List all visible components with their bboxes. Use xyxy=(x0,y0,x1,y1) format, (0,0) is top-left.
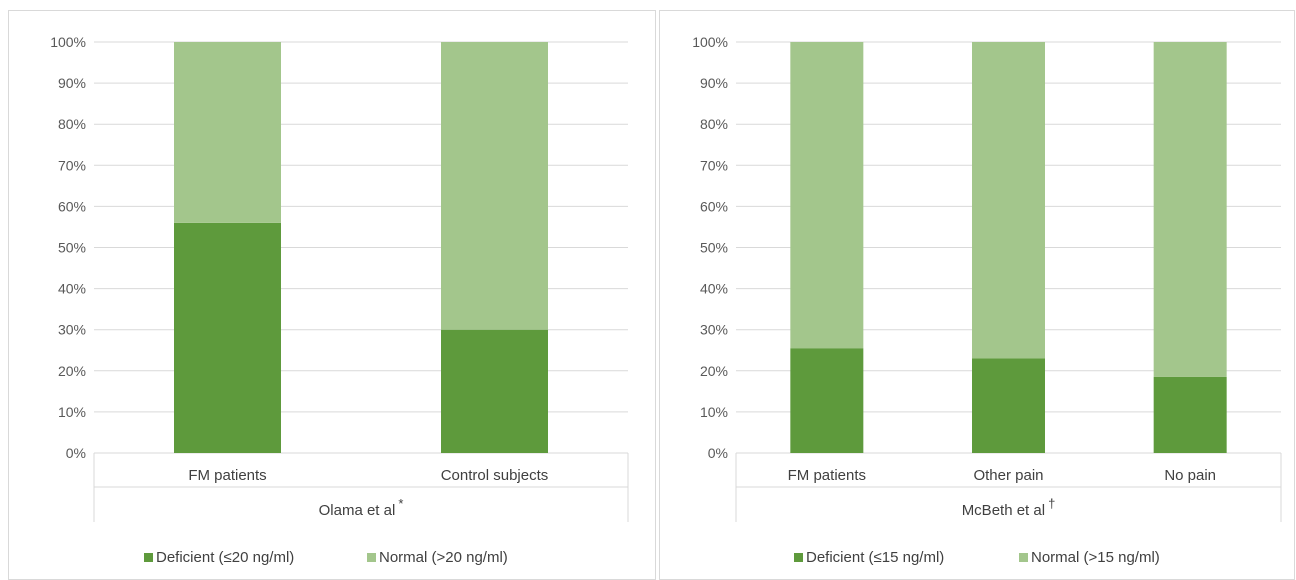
category-label: FM patients xyxy=(788,467,866,484)
y-tick-label: 20% xyxy=(58,363,86,379)
y-tick-label: 40% xyxy=(58,281,86,297)
chart-olama: 0% 10% 20% 30% 40% 50% 60% 70% 80% 90% 100% FM pati… xyxy=(50,34,629,566)
y-tick-label: 100% xyxy=(50,34,86,50)
y-tick-label: 50% xyxy=(58,240,86,256)
y-tick-label: 90% xyxy=(58,75,86,91)
bar-segment-deficient xyxy=(174,222,281,453)
y-tick-label: 20% xyxy=(700,363,728,379)
category-label: FM patients xyxy=(188,467,266,484)
group-label-marker: * xyxy=(398,496,403,511)
y-tick-label: 40% xyxy=(700,281,728,297)
legend-swatch-normal xyxy=(367,553,376,562)
y-tick-label: 60% xyxy=(58,198,86,214)
y-tick-label: 70% xyxy=(58,157,86,173)
category-label: Control subjects xyxy=(441,467,549,484)
y-tick-label: 60% xyxy=(700,198,728,214)
legend-swatch-normal xyxy=(1019,553,1028,562)
group-label: Olama et al * xyxy=(319,496,404,519)
bar-segment-deficient xyxy=(441,329,548,453)
bar-segment-normal xyxy=(1153,42,1227,377)
category-label: No pain xyxy=(1164,467,1216,484)
chart-panel-mcbeth: 0% 10% 20% 30% 40% 50% 60% 70% 80% 90% 100% FM pati… xyxy=(659,10,1295,580)
y-tick-label: 0% xyxy=(708,445,728,461)
legend-label: Normal (>20 ng/ml) xyxy=(379,549,508,566)
bar-segment-deficient xyxy=(1153,376,1227,453)
y-tick-label: 50% xyxy=(700,240,728,256)
y-tick-label: 30% xyxy=(58,322,86,338)
legend-swatch-deficient xyxy=(144,553,153,562)
y-tick-label: 80% xyxy=(700,116,728,132)
y-tick-label: 0% xyxy=(66,445,86,461)
bar-segment-normal xyxy=(174,42,281,223)
y-tick-label: 90% xyxy=(700,75,728,91)
group-label-marker: † xyxy=(1048,496,1055,511)
bar-segment-deficient xyxy=(790,348,864,453)
group-label: McBeth et al † xyxy=(962,496,1056,519)
bar-segment-normal xyxy=(441,42,548,330)
bar-segment-deficient xyxy=(972,358,1045,453)
y-tick-label: 30% xyxy=(700,322,728,338)
y-tick-label: 10% xyxy=(58,404,86,420)
chart-mcbeth: 0% 10% 20% 30% 40% 50% 60% 70% 80% 90% 100% FM pati… xyxy=(692,34,1282,566)
group-label-text: McBeth et al xyxy=(962,502,1045,519)
group-label-text: Olama et al xyxy=(319,502,396,519)
chart-panel-olama: 0% 10% 20% 30% 40% 50% 60% 70% 80% 90% 100% FM pati… xyxy=(8,10,656,580)
legend-label: Deficient (≤20 ng/ml) xyxy=(156,549,294,566)
bar-segment-normal xyxy=(790,42,864,349)
y-tick-label: 80% xyxy=(58,116,86,132)
y-tick-label: 100% xyxy=(692,34,728,50)
category-label: Other pain xyxy=(973,467,1043,484)
bar-segment-normal xyxy=(972,42,1045,359)
y-tick-label: 10% xyxy=(700,404,728,420)
legend-label: Deficient (≤15 ng/ml) xyxy=(806,549,944,566)
y-tick-label: 70% xyxy=(700,157,728,173)
legend-swatch-deficient xyxy=(794,553,803,562)
legend-label: Normal (>15 ng/ml) xyxy=(1031,549,1160,566)
